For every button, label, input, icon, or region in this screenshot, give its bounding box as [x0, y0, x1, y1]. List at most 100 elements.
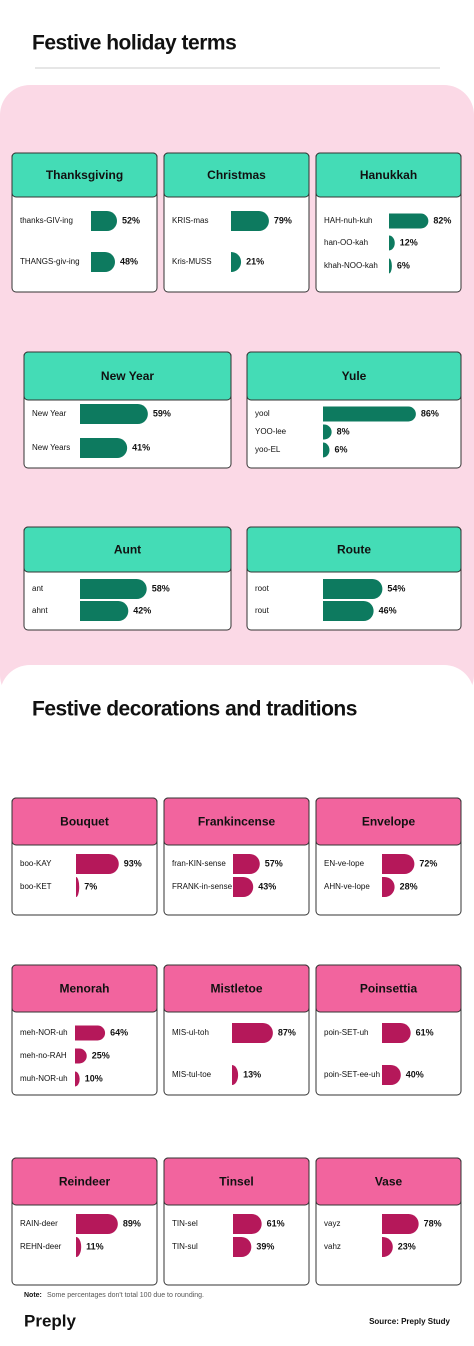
card-title: Hanukkah: [360, 168, 417, 182]
card-title: Tinsel: [219, 1175, 253, 1189]
row-label: boo-KAY: [20, 859, 52, 868]
bar: [323, 601, 374, 621]
card-header: [315, 797, 462, 846]
row-label: REHN-deer: [20, 1242, 62, 1251]
card-header: [11, 964, 158, 1013]
value-label: 25%: [92, 1050, 110, 1060]
bar: [382, 1023, 411, 1043]
value-label: 61%: [267, 1218, 285, 1228]
bar: [80, 579, 147, 599]
value-label: 72%: [419, 858, 437, 868]
row-label: TIN-sul: [172, 1242, 198, 1251]
bar: [75, 1048, 87, 1064]
card-title: Mistletoe: [210, 982, 262, 996]
value-label: 87%: [278, 1027, 296, 1037]
row-label: meh-no-RAH: [20, 1051, 67, 1060]
value-label: 41%: [132, 442, 150, 452]
bar: [76, 1214, 118, 1234]
value-label: 57%: [265, 858, 283, 868]
value-label: 82%: [433, 215, 451, 225]
card-header: [315, 964, 462, 1013]
bar: [80, 438, 128, 458]
bar: [76, 877, 80, 897]
card-header: [11, 797, 158, 846]
row-label: vayz: [324, 1219, 340, 1228]
row-label: rout: [255, 606, 270, 615]
bar: [382, 1065, 401, 1085]
card-header: [23, 526, 232, 573]
bar: [382, 854, 415, 874]
bar: [389, 258, 392, 274]
bar: [76, 854, 119, 874]
row-label: New Year: [32, 409, 67, 418]
value-label: 59%: [153, 408, 171, 418]
card-title: Route: [337, 543, 371, 557]
card-header: [163, 964, 310, 1013]
note-label: Note:: [24, 1292, 42, 1299]
row-label: MIS-tul-toe: [172, 1070, 212, 1079]
row-label: TIN-sel: [172, 1219, 198, 1228]
card-title: Menorah: [59, 982, 109, 996]
row-label: vahz: [324, 1242, 341, 1251]
row-label: yoo-EL: [255, 445, 281, 454]
row-label: khah-NOO-kah: [324, 261, 378, 270]
value-label: 23%: [398, 1241, 416, 1251]
card-title: Christmas: [207, 168, 266, 182]
bar: [389, 213, 429, 229]
row-label: YOO-lee: [255, 427, 287, 436]
bar: [323, 442, 330, 458]
bar: [232, 1065, 239, 1085]
bar: [233, 1214, 262, 1234]
bar: [91, 252, 115, 272]
card-header: [246, 351, 462, 401]
logo: Preply: [24, 1311, 77, 1330]
value-label: 28%: [400, 881, 418, 891]
bar: [80, 601, 129, 621]
row-label: yool: [255, 409, 270, 418]
card-title: Poinsettia: [360, 982, 418, 996]
card-header: [315, 152, 462, 198]
value-label: 10%: [85, 1073, 103, 1083]
value-label: 89%: [123, 1218, 141, 1228]
row-label: KRIS-mas: [172, 216, 208, 225]
value-label: 12%: [400, 237, 418, 247]
value-label: 93%: [124, 858, 142, 868]
bar: [75, 1071, 80, 1087]
card-header: [23, 351, 232, 401]
row-label: han-OO-kah: [324, 238, 368, 247]
value-label: 6%: [334, 444, 347, 454]
value-label: 42%: [133, 605, 151, 615]
value-label: 54%: [387, 583, 405, 593]
card-title: Bouquet: [60, 815, 109, 829]
card-title: Reindeer: [59, 1175, 111, 1189]
row-label: Kris-MUSS: [172, 257, 212, 266]
row-label: fran-KIN-sense: [172, 859, 226, 868]
value-label: 8%: [337, 426, 350, 436]
card-header: [11, 152, 158, 198]
bar: [91, 211, 117, 231]
value-label: 64%: [110, 1027, 128, 1037]
card-title: Yule: [342, 369, 367, 383]
value-label: 21%: [246, 256, 264, 266]
row-label: root: [255, 584, 270, 593]
row-label: EN-ve-lope: [324, 859, 365, 868]
card-header: [315, 1157, 462, 1206]
value-label: 86%: [421, 408, 439, 418]
value-label: 7%: [84, 881, 97, 891]
row-label: meh-NOR-uh: [20, 1028, 68, 1037]
bar: [233, 854, 260, 874]
bar: [323, 406, 416, 422]
bar: [231, 211, 269, 231]
card-header: [163, 1157, 310, 1206]
bar: [382, 877, 395, 897]
value-label: 6%: [397, 260, 410, 270]
bar: [382, 1237, 393, 1257]
section-title: Festive decorations and traditions: [32, 698, 357, 721]
bar: [323, 579, 383, 599]
row-label: muh-NOR-uh: [20, 1074, 68, 1083]
row-label: MIS-ul-toh: [172, 1028, 209, 1037]
bar: [76, 1237, 82, 1257]
row-label: boo-KET: [20, 882, 52, 891]
value-label: 13%: [243, 1069, 261, 1079]
